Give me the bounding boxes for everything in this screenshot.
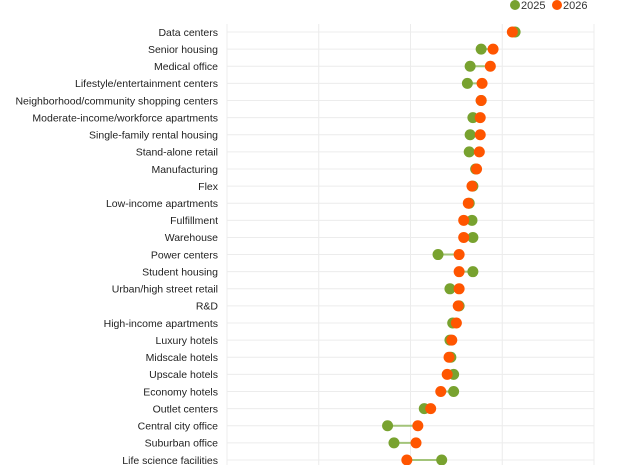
point-2025: [467, 266, 479, 278]
point-2026: [401, 454, 413, 465]
point-2026: [453, 266, 465, 278]
point-2026: [474, 129, 486, 141]
category-label: Lifestyle/entertainment centers: [75, 78, 218, 90]
point-2025: [436, 454, 448, 465]
point-2026: [476, 77, 488, 89]
point-2026: [446, 334, 458, 346]
legend-marker-2026: [552, 0, 562, 10]
point-2025: [461, 77, 473, 89]
category-label: Economy hotels: [143, 386, 218, 398]
point-2026: [410, 437, 422, 449]
point-2025: [475, 43, 487, 55]
category-label: Warehouse: [165, 232, 218, 244]
point-2026: [473, 146, 485, 158]
category-label: Single-family rental housing: [89, 130, 218, 142]
point-2026: [425, 403, 437, 415]
category-labels: Data centers Senior housing Medical office…: [15, 27, 218, 465]
category-label: Moderate-income/workforce apartments: [32, 112, 218, 124]
category-label: High-income apartments: [104, 318, 218, 330]
point-2026: [475, 94, 487, 106]
point-2025: [467, 231, 479, 243]
point-2026: [412, 420, 424, 432]
point-2026: [450, 317, 462, 329]
point-2026: [441, 368, 453, 380]
category-label: Medical office: [154, 61, 218, 73]
point-2026: [452, 300, 464, 312]
category-label: Senior housing: [148, 44, 218, 56]
point-2025: [382, 420, 394, 432]
category-label: Suburban office: [145, 438, 219, 450]
point-2025: [432, 249, 444, 261]
category-label: Central city office: [138, 421, 218, 433]
point-2026: [484, 60, 496, 72]
category-label: Life science facilities: [122, 455, 218, 465]
category-label: Student housing: [142, 266, 218, 278]
legend-label-2026: 2026: [563, 0, 587, 12]
category-label: Fulfillment: [170, 215, 218, 227]
point-2026: [506, 26, 518, 38]
category-label: Luxury hotels: [156, 335, 218, 347]
point-2026: [453, 249, 465, 261]
category-label: Power centers: [151, 249, 218, 261]
point-2026: [443, 351, 455, 363]
legend-label-2025: 2025: [521, 0, 545, 12]
category-label: Neighborhood/community shopping centers: [15, 95, 218, 107]
category-label: Data centers: [158, 27, 218, 39]
category-label: Flex: [198, 181, 219, 193]
category-label: Urban/high street retail: [112, 284, 218, 296]
point-2026: [466, 180, 478, 192]
point-2026: [458, 214, 470, 226]
point-2025: [448, 386, 460, 398]
point-2026: [458, 231, 470, 243]
grid: [226, 24, 595, 465]
legend-marker-2025: [510, 0, 520, 10]
category-label: Midscale hotels: [146, 352, 218, 364]
point-2026: [474, 112, 486, 124]
point-2026: [453, 283, 465, 295]
category-label: Upscale hotels: [149, 369, 218, 381]
category-label: Stand-alone retail: [136, 147, 218, 159]
point-2025: [388, 437, 400, 449]
category-label: Manufacturing: [151, 164, 218, 176]
point-2025: [463, 146, 475, 158]
point-2026: [462, 197, 474, 209]
point-2025: [444, 283, 456, 295]
data-marks: [382, 26, 521, 465]
category-label: R&D: [196, 301, 219, 313]
category-label: Outlet centers: [153, 403, 218, 415]
point-2025: [466, 214, 478, 226]
point-2026: [487, 43, 499, 55]
point-2025: [464, 129, 476, 141]
point-2025: [464, 60, 476, 72]
legend: 2025 2026: [510, 0, 587, 12]
point-2026: [435, 386, 447, 398]
category-label: Low-income apartments: [106, 198, 218, 210]
point-2026: [471, 163, 483, 175]
